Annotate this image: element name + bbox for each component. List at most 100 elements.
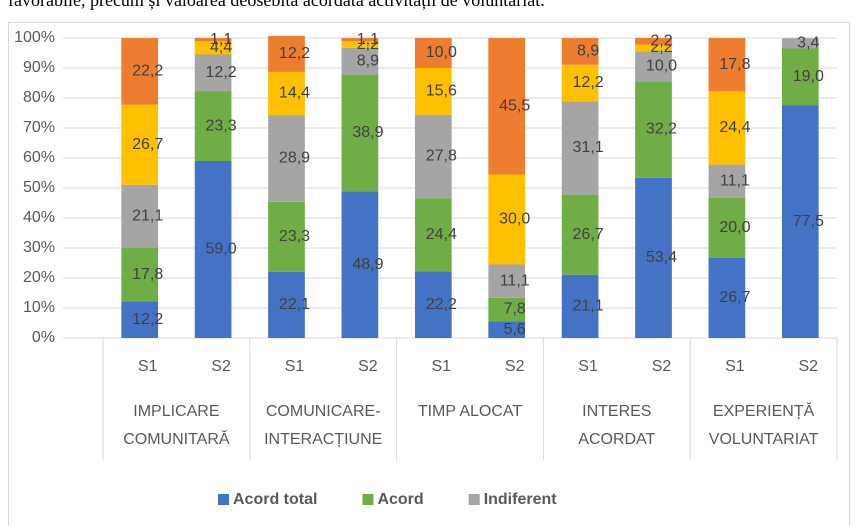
data-label: 3,4 bbox=[797, 35, 819, 52]
legend-swatch bbox=[468, 494, 480, 505]
data-label: 20,0 bbox=[719, 219, 750, 236]
data-label: 21,1 bbox=[573, 298, 604, 315]
bar-segment bbox=[561, 274, 599, 338]
data-label: 31,1 bbox=[573, 139, 604, 156]
data-label: 59,0 bbox=[206, 241, 237, 258]
bar-segment bbox=[194, 161, 232, 338]
bar-segment bbox=[341, 47, 379, 75]
y-tick-label: 0% bbox=[32, 329, 55, 346]
y-tick-label: 90% bbox=[23, 59, 55, 76]
y-tick-label: 80% bbox=[23, 89, 55, 106]
data-label: 15,6 bbox=[426, 83, 457, 100]
data-label: 1,1 bbox=[357, 31, 379, 48]
legend-label: Indiferent bbox=[484, 491, 558, 508]
data-label: 7,8 bbox=[504, 301, 526, 318]
bar-segment bbox=[488, 264, 526, 298]
bar-segment bbox=[488, 174, 526, 265]
group-label: EXPERIENȚĂ bbox=[713, 401, 815, 420]
bar-segment bbox=[121, 248, 159, 302]
x-tick-label: S1 bbox=[578, 358, 598, 375]
bar-segment bbox=[121, 38, 159, 105]
data-label: 23,3 bbox=[279, 228, 310, 245]
x-tick-label: S2 bbox=[799, 358, 819, 375]
bar-segment bbox=[708, 197, 746, 258]
data-label: 26,7 bbox=[573, 226, 604, 243]
bar-segment bbox=[341, 38, 379, 42]
data-label: 12,2 bbox=[132, 311, 163, 328]
data-label: 5,6 bbox=[504, 321, 526, 338]
x-tick-label: S1 bbox=[725, 358, 745, 375]
group-label: COMUNICARE- bbox=[266, 403, 381, 420]
data-label: 8,9 bbox=[357, 52, 379, 69]
y-tick-label: 20% bbox=[23, 269, 55, 286]
bar-segment bbox=[268, 201, 305, 272]
bar-segment bbox=[708, 164, 746, 198]
data-label: 4,4 bbox=[210, 39, 232, 56]
bar-segment bbox=[268, 71, 305, 116]
caption: favorabile, precum și valoarea deosebită… bbox=[8, 0, 545, 10]
data-label: 30,0 bbox=[499, 211, 530, 228]
bar-segment bbox=[414, 38, 452, 68]
bar-segment bbox=[781, 105, 819, 338]
data-label: 28,9 bbox=[279, 150, 310, 167]
data-label: 24,4 bbox=[426, 226, 457, 243]
data-label: 32,2 bbox=[646, 121, 677, 138]
data-label: 14,4 bbox=[279, 85, 310, 102]
data-label: 12,2 bbox=[279, 45, 310, 62]
bar-segment bbox=[635, 81, 672, 178]
y-tick-label: 50% bbox=[23, 179, 55, 196]
y-tick-label: 60% bbox=[23, 149, 55, 166]
data-label: 10,0 bbox=[426, 44, 457, 61]
group-label: VOLUNTARIAT bbox=[709, 431, 819, 448]
group-label: ACORDAT bbox=[578, 431, 655, 448]
group-label: INTERES bbox=[582, 403, 651, 420]
bar-segment bbox=[341, 41, 379, 48]
data-label: 17,8 bbox=[132, 266, 163, 283]
data-label: 27,8 bbox=[426, 148, 457, 165]
x-tick-label: S1 bbox=[138, 358, 158, 375]
bar-segment bbox=[414, 198, 452, 272]
data-label: 21,1 bbox=[132, 208, 163, 225]
bar-segment bbox=[194, 41, 232, 55]
bar-segment bbox=[268, 36, 305, 72]
bar-segment bbox=[194, 38, 232, 42]
bar-segment bbox=[708, 38, 746, 92]
bar-segment bbox=[561, 194, 599, 275]
legend-label: Acord bbox=[377, 491, 423, 508]
y-tick-label: 30% bbox=[23, 239, 55, 256]
legend-label: Acord total bbox=[233, 491, 317, 508]
data-label: 8,9 bbox=[577, 43, 599, 60]
x-tick-label: S2 bbox=[652, 358, 672, 375]
bar-segment bbox=[635, 38, 672, 45]
data-label: 48,9 bbox=[352, 256, 383, 273]
bar-segment bbox=[561, 38, 599, 65]
y-tick-label: 40% bbox=[23, 209, 55, 226]
bar-segment bbox=[488, 321, 526, 338]
data-label: 53,4 bbox=[646, 249, 677, 266]
bar-segment bbox=[635, 51, 672, 82]
data-label: 22,2 bbox=[426, 296, 457, 313]
data-label: 1,1 bbox=[210, 31, 232, 48]
data-label: 24,4 bbox=[719, 119, 750, 136]
bar-segment bbox=[561, 101, 599, 195]
bar-segment bbox=[268, 271, 305, 338]
bar-segment bbox=[635, 44, 672, 52]
group-label: INTERACȚIUNE bbox=[264, 431, 382, 448]
bar-segment bbox=[341, 191, 379, 338]
data-label: 26,7 bbox=[719, 289, 750, 306]
x-tick-label: S2 bbox=[211, 358, 231, 375]
bar-segment bbox=[121, 104, 159, 185]
bar-segment bbox=[488, 38, 526, 175]
y-tick-label: 100% bbox=[14, 29, 55, 46]
bar-segment bbox=[781, 38, 819, 49]
bar-segment bbox=[708, 257, 746, 338]
data-label: 38,9 bbox=[352, 124, 383, 141]
bar-segment bbox=[488, 297, 526, 322]
data-label: 77,5 bbox=[793, 213, 824, 230]
data-label: 22,1 bbox=[279, 296, 310, 313]
data-label: 12,2 bbox=[206, 64, 237, 81]
group-label: IMPLICARE bbox=[133, 403, 219, 420]
data-label: 10,0 bbox=[646, 57, 677, 74]
